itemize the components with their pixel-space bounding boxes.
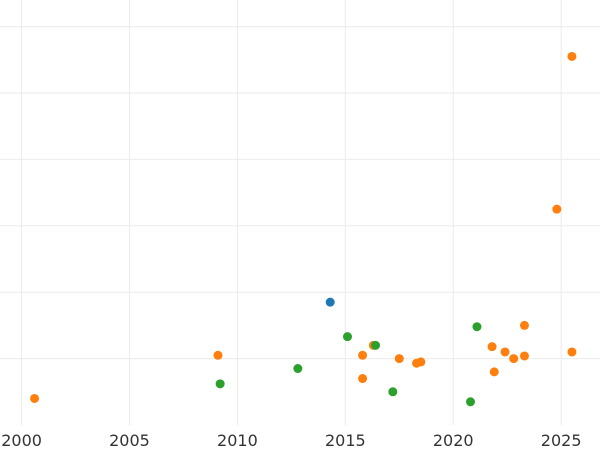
- data-point-series2-2: [342, 332, 352, 342]
- data-point-series1-15: [567, 347, 577, 357]
- data-point-series1-5: [394, 354, 404, 364]
- data-point-series2-3: [371, 340, 381, 350]
- data-point-series1-14: [552, 204, 562, 214]
- data-point-series1-9: [489, 367, 499, 377]
- data-points: [30, 51, 577, 407]
- x-axis-tick-labels: 2000 2005 2010 2015 2020 2025: [1, 431, 581, 450]
- data-point-series1-13: [519, 320, 529, 330]
- data-point-series1-7: [416, 357, 426, 367]
- x-tick-label-2: 2010: [217, 431, 258, 450]
- data-point-series1-10: [500, 347, 510, 357]
- data-point-series2-6: [472, 322, 482, 332]
- data-point-series0-0: [325, 297, 335, 307]
- x-tick-label-5: 2025: [541, 431, 582, 450]
- data-point-series1-1: [213, 350, 223, 360]
- data-point-series2-1: [293, 364, 303, 374]
- x-tick-label-3: 2015: [325, 431, 366, 450]
- grid-lines: [0, 0, 600, 425]
- data-point-series1-8: [487, 342, 497, 352]
- x-tick-label-0: 2000: [1, 431, 42, 450]
- data-point-series1-2: [358, 350, 368, 360]
- data-point-series1-3: [358, 374, 368, 384]
- x-tick-label-1: 2005: [109, 431, 150, 450]
- data-point-series2-4: [388, 387, 398, 397]
- data-point-series2-5: [466, 397, 476, 407]
- data-point-series1-12: [519, 351, 529, 361]
- data-point-series2-0: [215, 379, 225, 389]
- data-point-series1-0: [30, 393, 40, 403]
- data-point-series1-16: [567, 51, 577, 61]
- x-tick-label-4: 2020: [433, 431, 474, 450]
- data-point-series1-11: [509, 354, 519, 364]
